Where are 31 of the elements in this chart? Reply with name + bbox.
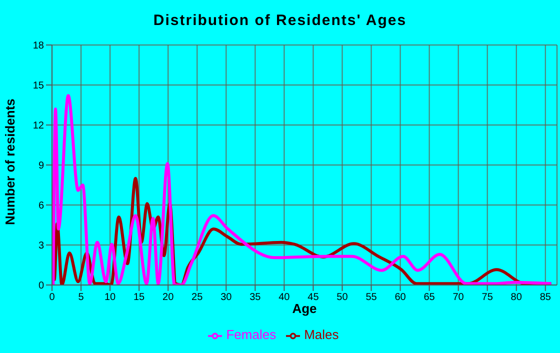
y-tick-label: 18: [32, 40, 44, 52]
x-tick-label: 5: [78, 292, 84, 304]
legend-label: Females: [226, 327, 276, 342]
x-tick-label: 65: [424, 292, 436, 304]
y-tick-label: 0: [38, 280, 44, 292]
x-tick-label: 75: [482, 292, 494, 304]
x-tick-label: 45: [308, 292, 320, 304]
x-tick-label: 60: [394, 292, 406, 304]
y-axis-title: Number of residents: [2, 98, 18, 225]
y-tick-label: 9: [38, 160, 44, 172]
line-series: [52, 94, 553, 285]
x-tick-label: 0: [49, 292, 56, 304]
legend-label: Males: [304, 327, 339, 342]
x-axis-title: Age: [292, 301, 317, 316]
x-tick-label: 50: [336, 292, 348, 304]
y-tick-label: 15: [32, 80, 44, 92]
y-tick-label: 12: [32, 120, 44, 132]
x-tick-label: 10: [104, 292, 116, 304]
x-tick-label: 40: [278, 292, 290, 304]
x-tick-label: 35: [250, 292, 262, 304]
x-tick-label: 15: [134, 292, 146, 304]
y-tick-label: 6: [38, 200, 44, 212]
x-tick-label: 55: [366, 292, 378, 304]
x-tick-label: 30: [220, 292, 232, 304]
x-tick-label: 70: [452, 292, 464, 304]
x-tick-label: 25: [192, 292, 204, 304]
chart-title: Distribution of Residents' Ages: [152, 12, 408, 29]
y-tick-label: 3: [38, 240, 44, 252]
x-tick-label: 85: [540, 292, 552, 304]
x-tick-label: 80: [510, 292, 522, 304]
x-tick-label: 20: [162, 292, 174, 304]
